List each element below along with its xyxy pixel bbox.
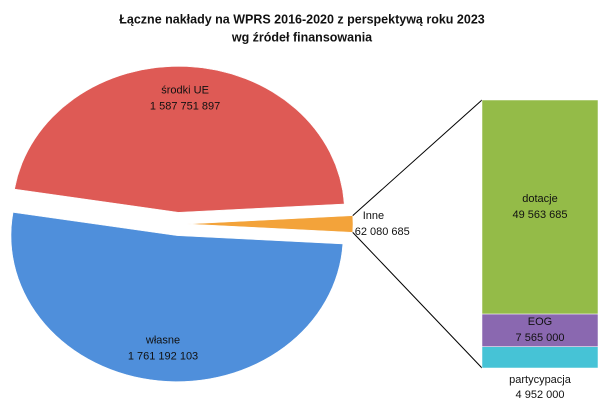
bar-label: partycypacja bbox=[509, 374, 572, 386]
connector bbox=[352, 231, 483, 369]
connector bbox=[352, 99, 483, 217]
bar-value-label: 4 952 000 bbox=[516, 389, 565, 401]
bar-value-label: 7 565 000 bbox=[516, 332, 565, 344]
chart-title: Łączne nakłady na WPRS 2016-2020 z persp… bbox=[119, 12, 485, 26]
slice-label: Inne bbox=[363, 210, 384, 222]
bar-value-label: 49 563 685 bbox=[512, 209, 567, 221]
pie-slice bbox=[186, 215, 354, 233]
slice-label: środki UE bbox=[161, 84, 209, 96]
bar-segment bbox=[481, 99, 599, 315]
slice-value-label: 1 587 751 897 bbox=[150, 100, 220, 112]
slice-label: własne bbox=[145, 335, 180, 347]
bar-label: dotacje bbox=[522, 193, 557, 205]
bar-label: EOG bbox=[528, 316, 552, 328]
pie-slice bbox=[10, 212, 344, 382]
chart-subtitle: wg źródeł finansowania bbox=[231, 30, 373, 44]
bar-segment bbox=[481, 313, 599, 347]
bar-segment bbox=[481, 346, 599, 369]
slice-value-label: 62 080 685 bbox=[355, 226, 410, 238]
slice-value-label: 1 761 192 103 bbox=[128, 351, 198, 363]
pie-slice bbox=[14, 66, 345, 213]
